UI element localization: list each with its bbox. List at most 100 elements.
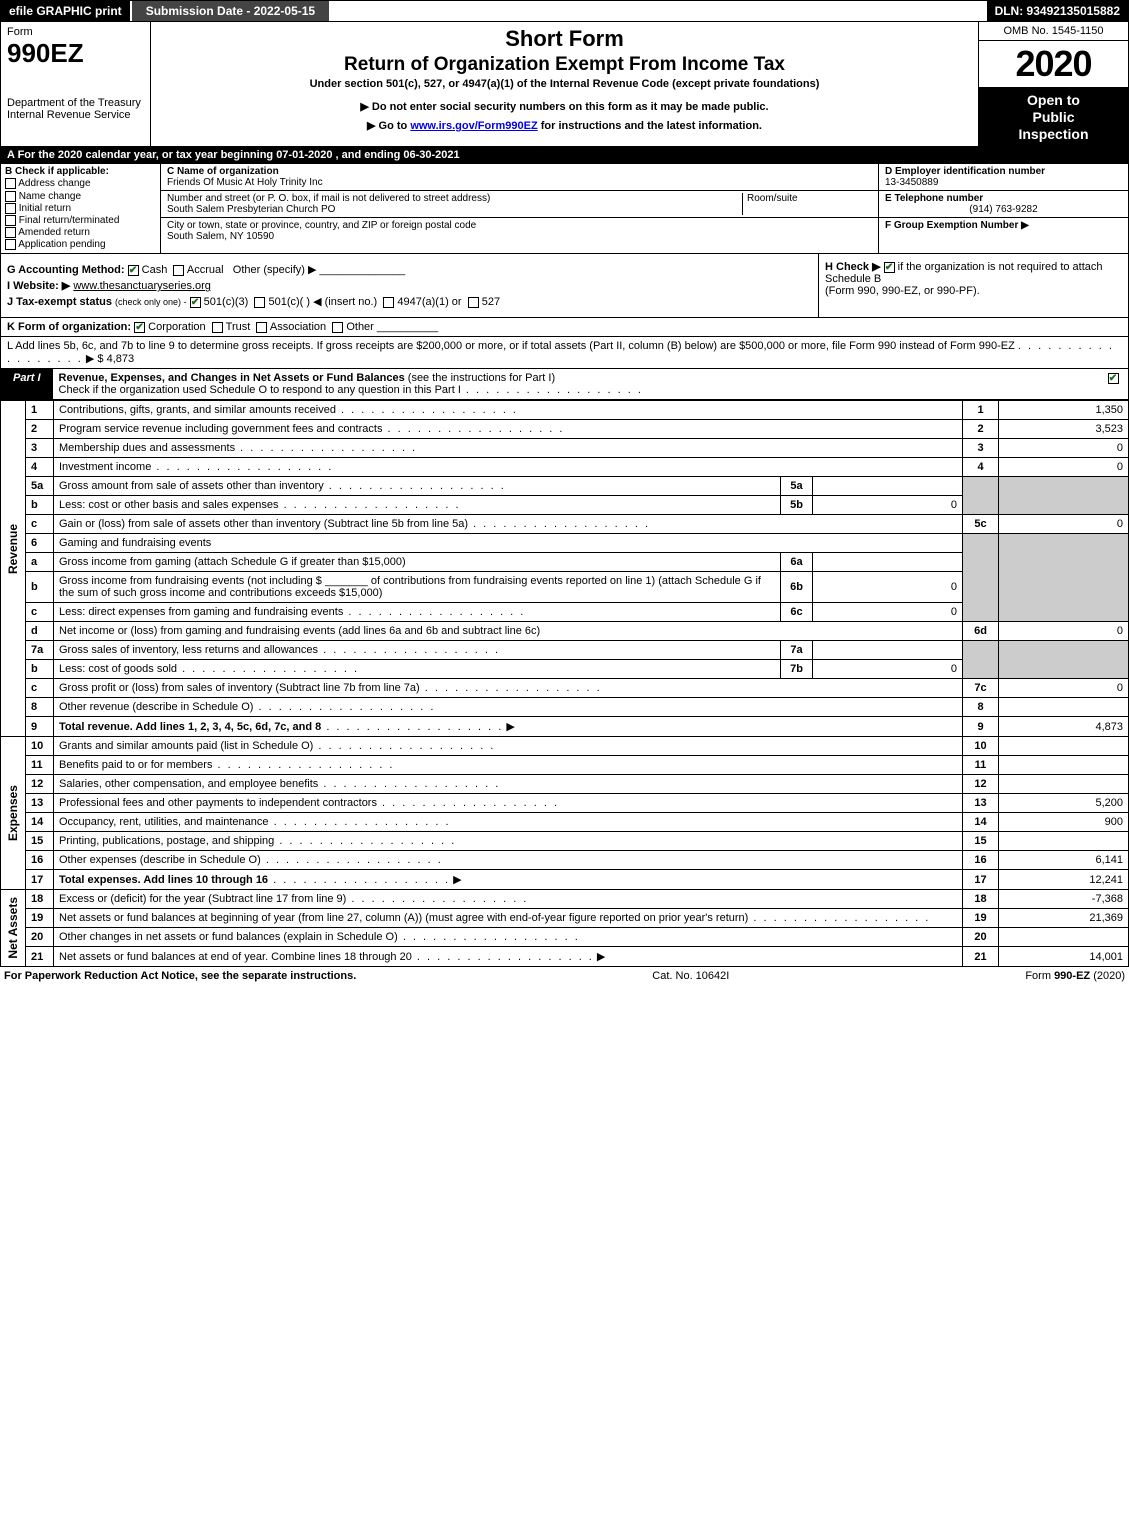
j-527-label: 527	[482, 296, 500, 308]
ck-h[interactable]: ✔	[884, 262, 895, 273]
section-def: D Employer identification number 13-3450…	[878, 164, 1128, 253]
ck-corp[interactable]: ✔	[134, 322, 145, 333]
r15-colnum: 15	[963, 832, 999, 851]
r5ab-shade2	[999, 477, 1129, 515]
k-label: K Form of organization:	[7, 321, 131, 333]
c-name-label: C Name of organization	[167, 166, 872, 177]
ck-accrual[interactable]	[173, 265, 184, 276]
ck-4947[interactable]	[383, 297, 394, 308]
r6d-val: 0	[999, 622, 1129, 641]
row-2: 2 Program service revenue including gove…	[1, 420, 1129, 439]
form-word: Form	[7, 26, 144, 38]
r1-num: 1	[26, 401, 54, 420]
part1-inst: (see the instructions for Part I)	[408, 372, 555, 384]
ck-cash[interactable]: ✔	[128, 265, 139, 276]
r21-val: 14,001	[999, 947, 1129, 967]
r8-desc: Other revenue (describe in Schedule O)	[59, 701, 253, 713]
ck-part1-scho[interactable]: ✔	[1108, 373, 1119, 384]
r7c-val: 0	[999, 679, 1129, 698]
r19-colnum: 19	[963, 909, 999, 928]
line-l: L Add lines 5b, 6c, and 7b to line 9 to …	[0, 337, 1129, 369]
r6c-sv: 0	[813, 603, 963, 622]
r7ab-shade2	[999, 641, 1129, 679]
r6b-desc1: Gross income from fundraising events (no…	[59, 575, 322, 587]
ck-initial-return[interactable]: Initial return	[5, 203, 156, 214]
irs-link[interactable]: www.irs.gov/Form990EZ	[410, 120, 537, 132]
row-6a: a Gross income from gaming (attach Sched…	[1, 553, 1129, 572]
r6c-desc: Less: direct expenses from gaming and fu…	[59, 606, 343, 618]
r6b-num: b	[26, 572, 54, 603]
r17-num: 17	[26, 870, 54, 890]
row-7c: c Gross profit or (loss) from sales of i…	[1, 679, 1129, 698]
e-tel-block: E Telephone number (914) 763-9282	[879, 191, 1128, 218]
website-value[interactable]: www.thesanctuaryseries.org	[73, 280, 211, 292]
row-1: Revenue 1 Contributions, gifts, grants, …	[1, 401, 1129, 420]
r1-desc: Contributions, gifts, grants, and simila…	[59, 404, 336, 416]
f-group-block: F Group Exemption Number ▶	[879, 218, 1128, 233]
ck-address-change-label: Address change	[18, 179, 90, 190]
ck-amended-return[interactable]: Amended return	[5, 227, 156, 238]
c-city-block: City or town, state or province, country…	[161, 218, 878, 244]
j-4947-label: 4947(a)(1) or	[397, 296, 461, 308]
r1-val: 1,350	[999, 401, 1129, 420]
r4-val: 0	[999, 458, 1129, 477]
r13-num: 13	[26, 794, 54, 813]
header-mid-cell: Short Form Return of Organization Exempt…	[151, 22, 978, 146]
ck-527[interactable]	[468, 297, 479, 308]
ck-name-change[interactable]: Name change	[5, 191, 156, 202]
line-k: K Form of organization: ✔ Corporation Tr…	[0, 318, 1129, 337]
form-subtitle: Return of Organization Exempt From Incom…	[157, 54, 972, 76]
r18-num: 18	[26, 890, 54, 909]
line-i: I Website: ▶ www.thesanctuaryseries.org	[7, 279, 812, 292]
ck-501c[interactable]	[254, 297, 265, 308]
r16-val: 6,141	[999, 851, 1129, 870]
r10-desc: Grants and similar amounts paid (list in…	[59, 740, 313, 752]
r5b-desc: Less: cost or other basis and sales expe…	[59, 499, 279, 511]
goto-line: ▶ Go to www.irs.gov/Form990EZ for instru…	[157, 119, 972, 132]
r10-val	[999, 737, 1129, 756]
r11-num: 11	[26, 756, 54, 775]
r8-colnum: 8	[963, 698, 999, 717]
r20-num: 20	[26, 928, 54, 947]
inspection-line2: Public	[981, 109, 1126, 126]
row-18: Net Assets 18 Excess or (deficit) for th…	[1, 890, 1129, 909]
g-other-label: Other (specify) ▶	[233, 264, 317, 276]
section-c: C Name of organization Friends Of Music …	[161, 164, 878, 253]
row-6b: b Gross income from fundraising events (…	[1, 572, 1129, 603]
submission-date-button[interactable]: Submission Date - 2022-05-15	[130, 1, 329, 21]
ck-other-org[interactable]	[332, 322, 343, 333]
part1-title: Revenue, Expenses, and Changes in Net As…	[59, 372, 405, 384]
ck-assoc[interactable]	[256, 322, 267, 333]
r6a-sv	[813, 553, 963, 572]
ck-address-change[interactable]: Address change	[5, 178, 156, 189]
l-amount: ▶ $ 4,873	[86, 353, 134, 365]
part1-checkbox-cell: ✔	[1098, 369, 1128, 399]
ck-application-pending[interactable]: Application pending	[5, 239, 156, 250]
line-a-tax-year: A For the 2020 calendar year, or tax yea…	[0, 147, 1129, 164]
line-h: H Check ▶ ✔ if the organization is not r…	[818, 254, 1128, 317]
r7c-colnum: 7c	[963, 679, 999, 698]
r7c-desc: Gross profit or (loss) from sales of inv…	[59, 682, 420, 694]
row-17: 17 Total expenses. Add lines 10 through …	[1, 870, 1129, 890]
efile-print-button[interactable]: efile GRAPHIC print	[1, 1, 130, 21]
r3-desc: Membership dues and assessments	[59, 442, 235, 454]
part1-label: Part I	[1, 369, 53, 399]
dept-irs: Internal Revenue Service	[7, 109, 144, 121]
r6a-sn: 6a	[781, 553, 813, 572]
ck-final-return[interactable]: Final return/terminated	[5, 215, 156, 226]
row-12: 12 Salaries, other compensation, and emp…	[1, 775, 1129, 794]
ck-501c3[interactable]: ✔	[190, 297, 201, 308]
r7b-sv: 0	[813, 660, 963, 679]
r21-desc: Net assets or fund balances at end of ye…	[59, 951, 412, 963]
info-block: B Check if applicable: Address change Na…	[0, 164, 1129, 254]
row-3: 3 Membership dues and assessments 3 0	[1, 439, 1129, 458]
r15-desc: Printing, publications, postage, and shi…	[59, 835, 274, 847]
row-20: 20 Other changes in net assets or fund b…	[1, 928, 1129, 947]
r14-val: 900	[999, 813, 1129, 832]
ck-trust[interactable]	[212, 322, 223, 333]
ssn-warning: ▶ Do not enter social security numbers o…	[157, 100, 972, 113]
r6a-desc: Gross income from gaming (attach Schedul…	[54, 553, 781, 572]
r17-desc: Total expenses. Add lines 10 through 16	[59, 874, 268, 886]
r8-num: 8	[26, 698, 54, 717]
r14-num: 14	[26, 813, 54, 832]
